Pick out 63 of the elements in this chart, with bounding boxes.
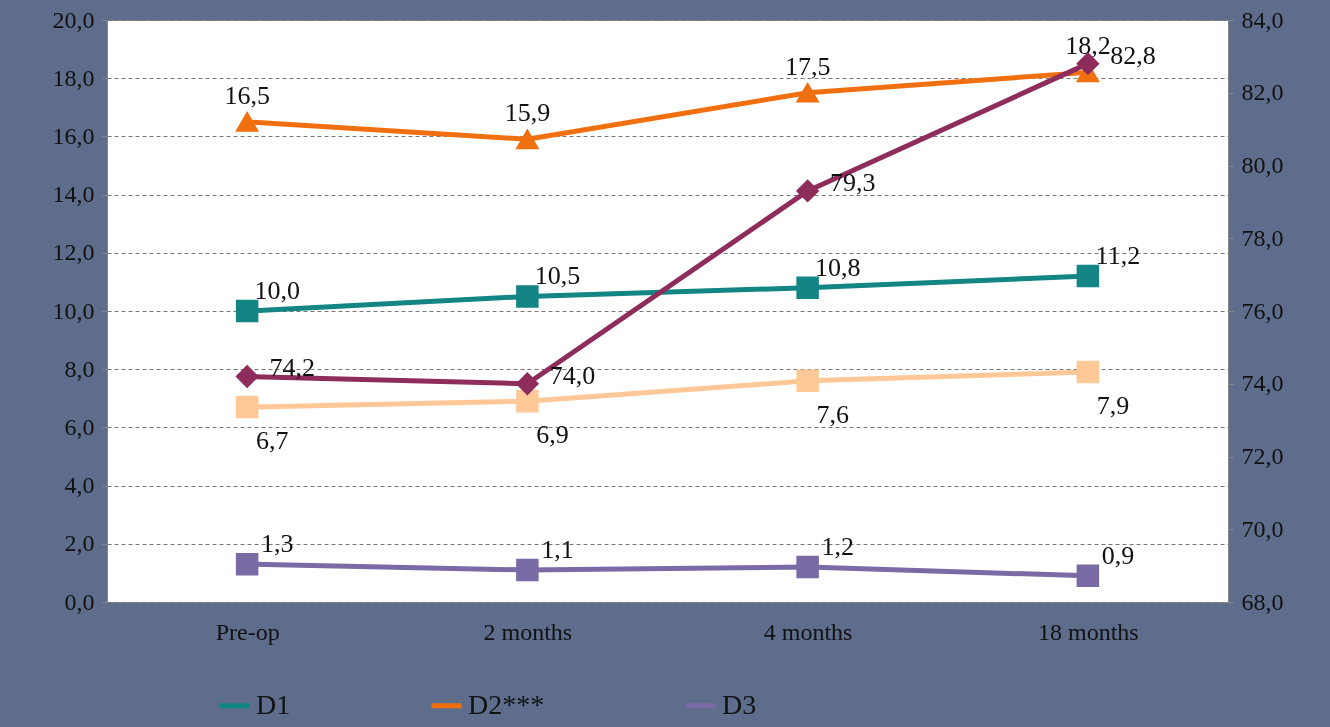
point [516, 129, 539, 150]
y-tick-label: 18,0 [52, 64, 95, 91]
point [516, 372, 539, 395]
y-tick-label: 16,0 [52, 122, 95, 149]
point [516, 285, 539, 308]
point [235, 552, 259, 576]
data-label: 6,7 [255, 426, 289, 456]
point [516, 558, 539, 582]
data-label: 82,8 [1110, 40, 1156, 70]
y2-tick-label: 84,0 [1241, 6, 1284, 33]
point [516, 389, 539, 413]
data-label: 0,9 [1101, 540, 1135, 570]
data-label: 74,0 [549, 360, 596, 390]
y2-tick-label: 68,0 [1241, 588, 1284, 615]
data-label: 74,2 [269, 353, 315, 383]
data-label: 1,3 [260, 529, 294, 559]
data-label: 6,9 [536, 420, 569, 450]
data-label: 7,9 [1096, 391, 1130, 421]
data-label: 10,5 [534, 261, 581, 291]
x-tick-label: Pre-op [215, 618, 280, 645]
point [1076, 360, 1100, 384]
data-label: 16,5 [224, 80, 270, 110]
legend-label: D3 [722, 688, 757, 720]
y2-tick-label: 78,0 [1241, 224, 1284, 251]
data-label: 7,6 [816, 399, 849, 429]
point [796, 82, 819, 103]
y-tick-label: 12,0 [52, 239, 95, 266]
y2-tick-label: 80,0 [1241, 152, 1284, 178]
point [235, 111, 259, 132]
point [235, 365, 259, 388]
y-tick-label: 4,0 [64, 472, 95, 499]
point [1076, 564, 1100, 588]
data-label: 11,2 [1095, 241, 1141, 271]
data-label: 10,0 [254, 276, 300, 305]
y2-tick-label: 72,0 [1241, 443, 1284, 469]
data-label: 10,8 [814, 252, 861, 282]
data-label: 15,9 [504, 98, 551, 128]
x-tick-label: 4 months [763, 618, 853, 645]
data-label: 79,3 [829, 167, 876, 197]
y2-tick-label: 82,0 [1241, 79, 1284, 106]
data-label: 1,2 [821, 532, 854, 562]
y-tick-label: 14,0 [52, 181, 95, 208]
legend-label: D1 [256, 688, 291, 720]
x-tick-label: 2 months [483, 618, 573, 645]
y2-tick-label: 76,0 [1241, 297, 1284, 324]
point [796, 555, 819, 579]
data-label: 18,2 [1065, 31, 1111, 61]
point [235, 395, 259, 419]
y-tick-label: 8,0 [64, 355, 95, 382]
data-label: 1,1 [541, 534, 574, 564]
x-tick-label: 18 months [1038, 618, 1139, 645]
y-tick-label: 2,0 [64, 530, 95, 557]
y-tick-label: 6,0 [64, 413, 95, 440]
y-tick-label: 0,0 [64, 588, 95, 615]
y-tick-label: 20,0 [52, 6, 95, 33]
point [796, 276, 819, 299]
point [796, 179, 819, 203]
y2-tick-label: 74,0 [1241, 370, 1284, 397]
y-tick-label: 10,0 [52, 297, 95, 324]
legend-label: D2*** [468, 688, 545, 720]
data-label: 17,5 [784, 51, 831, 81]
y2-tick-label: 70,0 [1241, 515, 1284, 542]
point [796, 369, 819, 393]
